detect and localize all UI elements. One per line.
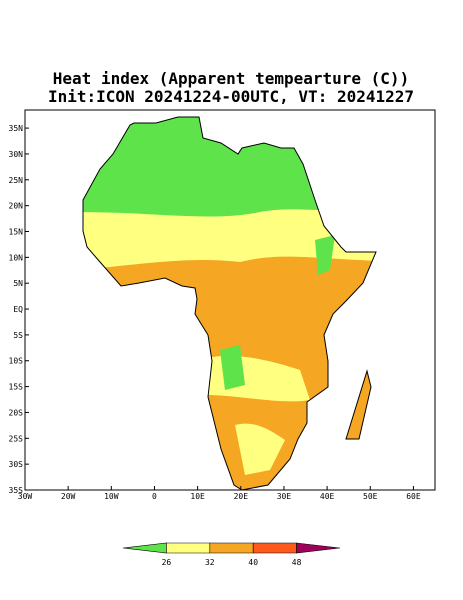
field-green-angola [220,345,245,390]
x-tick-label: 0 [152,492,157,501]
y-tick-label: 10S [9,357,24,366]
field-green-ethiopia [315,235,335,275]
y-tick-label: 35S [9,486,24,495]
x-tick-label: 20E [234,492,249,501]
y-tick-label: 20N [9,202,24,211]
heat-field [83,117,376,490]
x-tick-label: 10E [190,492,205,501]
colorbar-label: 32 [205,558,215,567]
y-tick-label: 25S [9,434,24,443]
ticks: 30W 20W 10W 0 10E 20E 30E 40E 50E 60E 35N 30N 25N 20N… [9,124,421,501]
map-subtitle: Init:ICON 20241224-00UTC, VT: 20241227 [48,87,414,106]
x-tick-label: 10W [104,492,119,501]
x-tick-label: 40E [320,492,335,501]
colorbar-segment [122,542,167,554]
y-tick-label: 5S [13,331,23,340]
y-tick-label: 30S [9,460,24,469]
y-tick-label: 35N [9,124,24,133]
y-tick-label: 15S [9,383,24,392]
colorbar-segment [209,542,254,554]
colorbar: 26 32 40 48 [122,542,341,567]
x-tick-label: 20W [61,492,76,501]
x-tick-label: 50E [363,492,378,501]
y-tick-label: 5N [13,279,23,288]
colorbar-label: 26 [162,558,172,567]
map-title: Heat index (Apparent tempearture (C)) [53,69,409,88]
colorbar-segment [252,542,297,554]
colorbar-label: 40 [248,558,258,567]
y-tick-label: 25N [9,176,24,185]
y-tick-label: 30N [9,150,24,159]
coastline [82,116,377,491]
colorbar-label: 48 [292,558,302,567]
y-tick-label: 10N [9,253,24,262]
field-yellow-cape [235,423,285,475]
y-tick-label: 20S [9,408,24,417]
x-tick-label: 30E [277,492,292,501]
y-tick-label: 15N [9,227,24,236]
colorbar-segment [166,542,211,554]
field-madagascar [346,371,371,439]
colorbar-segment [296,542,341,554]
x-tick-label: 60E [406,492,421,501]
map-frame [24,109,436,491]
y-tick-label: EQ [13,305,23,314]
x-tick-label: 30W [18,492,33,501]
